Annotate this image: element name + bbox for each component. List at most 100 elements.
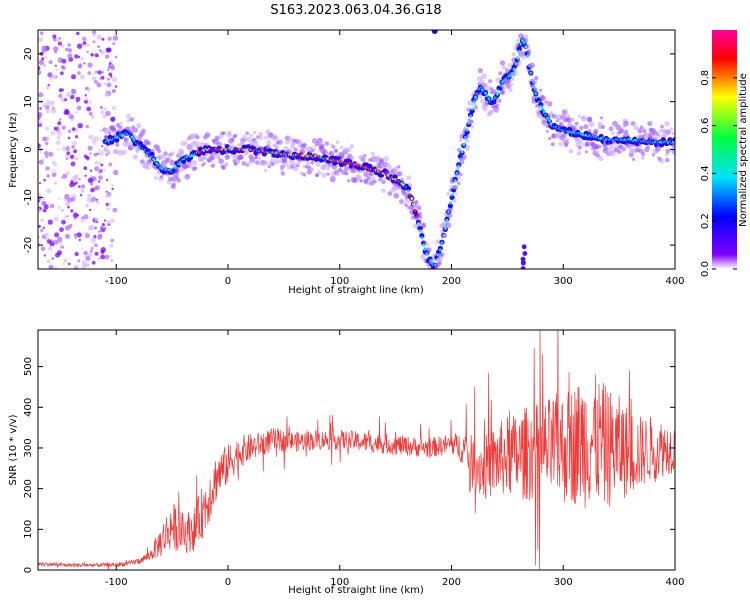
noise-speckle xyxy=(38,143,41,149)
noise-speckle xyxy=(106,219,111,225)
track-halo xyxy=(385,170,391,175)
noise-speckle xyxy=(88,100,92,104)
noise-speckle xyxy=(110,259,113,262)
track-band xyxy=(469,108,475,114)
noise-speckle xyxy=(104,227,107,230)
track-halo xyxy=(292,165,299,172)
noise-speckle xyxy=(78,185,81,188)
noise-speckle xyxy=(87,62,93,68)
noise-speckle xyxy=(108,193,112,198)
track-core xyxy=(539,105,543,108)
track-halo xyxy=(163,151,168,156)
spectrogram-x-tick-label: 400 xyxy=(665,276,684,287)
noise-speckle xyxy=(57,205,61,210)
track-halo xyxy=(454,192,458,196)
noise-speckle xyxy=(61,219,66,225)
track-halo xyxy=(508,82,514,87)
track-halo xyxy=(424,242,430,247)
noise-speckle xyxy=(89,249,93,253)
track-core xyxy=(443,226,447,230)
track-halo xyxy=(349,144,355,149)
noise-speckle xyxy=(72,140,77,146)
noise-speckle xyxy=(94,243,98,247)
noise-speckle xyxy=(85,255,91,261)
noise-speckle xyxy=(41,104,46,108)
track-halo xyxy=(539,88,543,92)
track-core xyxy=(472,100,476,104)
noise-speckle xyxy=(69,182,75,188)
track-halo xyxy=(321,172,327,178)
noise-speckle xyxy=(86,43,90,47)
noise-speckle xyxy=(93,72,96,76)
snr-x-tick-label: -100 xyxy=(105,577,128,588)
track-halo xyxy=(289,144,295,150)
noise-speckle xyxy=(98,180,101,183)
track-halo xyxy=(671,131,675,136)
track-halo xyxy=(534,75,539,81)
track-halo xyxy=(430,272,435,277)
noise-speckle xyxy=(54,64,58,67)
track-core xyxy=(470,107,474,111)
track-core xyxy=(420,236,424,240)
noise-speckle xyxy=(52,34,57,39)
noise-speckle xyxy=(67,205,70,209)
noise-speckle xyxy=(112,35,119,41)
track-halo xyxy=(235,159,241,164)
noise-speckle xyxy=(83,44,87,47)
track-halo xyxy=(126,113,131,119)
noise-speckle xyxy=(102,114,107,119)
noise-speckle xyxy=(61,125,66,130)
noise-speckle xyxy=(110,116,116,122)
noise-speckle xyxy=(61,58,67,64)
track-halo xyxy=(585,143,589,147)
track-halo xyxy=(637,128,643,134)
track-core xyxy=(532,85,536,89)
noise-speckle xyxy=(103,82,107,85)
track-halo xyxy=(565,137,570,142)
track-core xyxy=(462,143,466,147)
noise-speckle xyxy=(55,75,58,78)
noise-speckle xyxy=(83,62,86,65)
noise-speckle xyxy=(54,232,60,238)
track-halo xyxy=(351,155,355,160)
track-blob xyxy=(522,251,528,256)
track-halo xyxy=(583,124,589,130)
noise-speckle xyxy=(84,231,88,235)
noise-speckle xyxy=(106,207,111,211)
noise-speckle xyxy=(50,131,55,135)
noise-speckle xyxy=(68,223,73,229)
noise-speckle xyxy=(63,110,68,115)
track-halo xyxy=(176,178,181,183)
track-halo xyxy=(218,158,224,164)
track-halo xyxy=(305,161,311,166)
noise-speckle xyxy=(90,247,94,250)
noise-speckle xyxy=(45,105,50,110)
noise-speckle xyxy=(38,120,42,125)
track-halo xyxy=(431,275,436,280)
track-halo xyxy=(119,127,124,131)
snr-y-tick-label: 100 xyxy=(23,520,34,539)
track-halo xyxy=(670,127,674,131)
track-halo xyxy=(581,115,587,122)
noise-speckle xyxy=(51,172,57,178)
track-halo xyxy=(417,213,423,219)
track-halo xyxy=(547,101,553,107)
track-halo xyxy=(458,138,463,142)
track-halo xyxy=(340,154,345,159)
spectrogram-x-axis-label: Height of straight line (km) xyxy=(288,285,424,296)
noise-speckle xyxy=(84,86,89,91)
track-halo xyxy=(647,121,653,127)
noise-speckle xyxy=(43,204,49,210)
track-halo xyxy=(333,148,338,153)
track-halo xyxy=(195,135,200,140)
noise-speckle xyxy=(74,251,79,257)
track-halo xyxy=(293,147,298,152)
noise-speckle xyxy=(101,223,105,226)
track-halo xyxy=(408,182,412,187)
track-halo xyxy=(451,198,457,203)
track-band xyxy=(181,158,187,165)
track-halo xyxy=(132,127,139,133)
track-halo xyxy=(115,142,120,147)
track-halo xyxy=(506,78,512,83)
noise-speckle xyxy=(39,107,42,110)
